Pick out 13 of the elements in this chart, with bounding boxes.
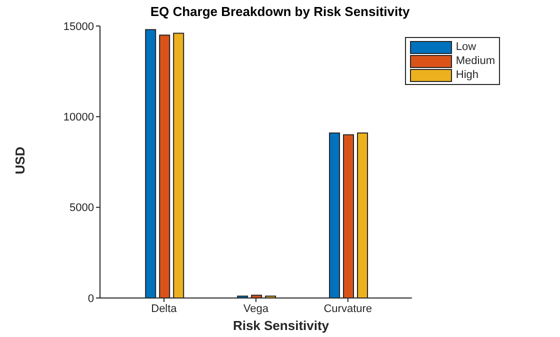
- y-tick-label: 10000: [63, 112, 94, 124]
- legend-label: Low: [456, 41, 476, 53]
- x-axis-title: Risk Sensitivity: [232, 318, 330, 333]
- y-tick-label: 5000: [70, 202, 94, 214]
- x-tick-label: Delta: [151, 302, 178, 315]
- legend-label: High: [456, 69, 478, 81]
- y-tick-label: 15000: [63, 20, 94, 33]
- y-axis-title: USD: [12, 146, 28, 176]
- x-tick-label: Curvature: [324, 302, 372, 315]
- x-tick-label: Vega: [243, 302, 270, 315]
- chart-title: EQ Charge Breakdown by Risk Sensitivity: [149, 4, 411, 19]
- legend-label: Medium: [456, 55, 495, 67]
- y-tick-label: 0: [88, 292, 94, 305]
